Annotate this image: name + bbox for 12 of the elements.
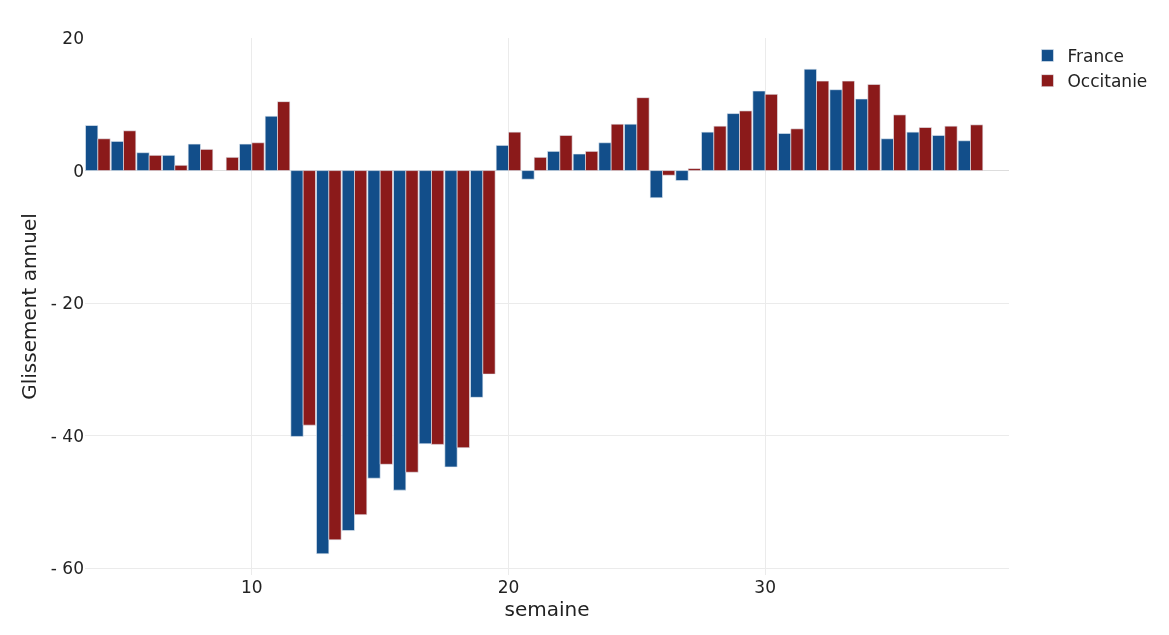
y-tick-label: - 60 [50,558,84,579]
y-tick-label: - 40 [50,425,84,446]
y-tick-label: 0 [73,160,84,181]
legend-label: Occitanie [1067,71,1148,92]
y-tick-label: 20 [62,27,84,48]
x-tick-label: 20 [497,577,520,597]
x-tick-label: 30 [754,577,776,597]
legend-label: France [1067,46,1125,67]
x-axis-title: semaine [504,597,590,621]
y-tick-label: - 20 [50,293,84,314]
x-tick-label: 10 [241,577,263,597]
y-axis-title: Glissement annuel [17,213,42,400]
